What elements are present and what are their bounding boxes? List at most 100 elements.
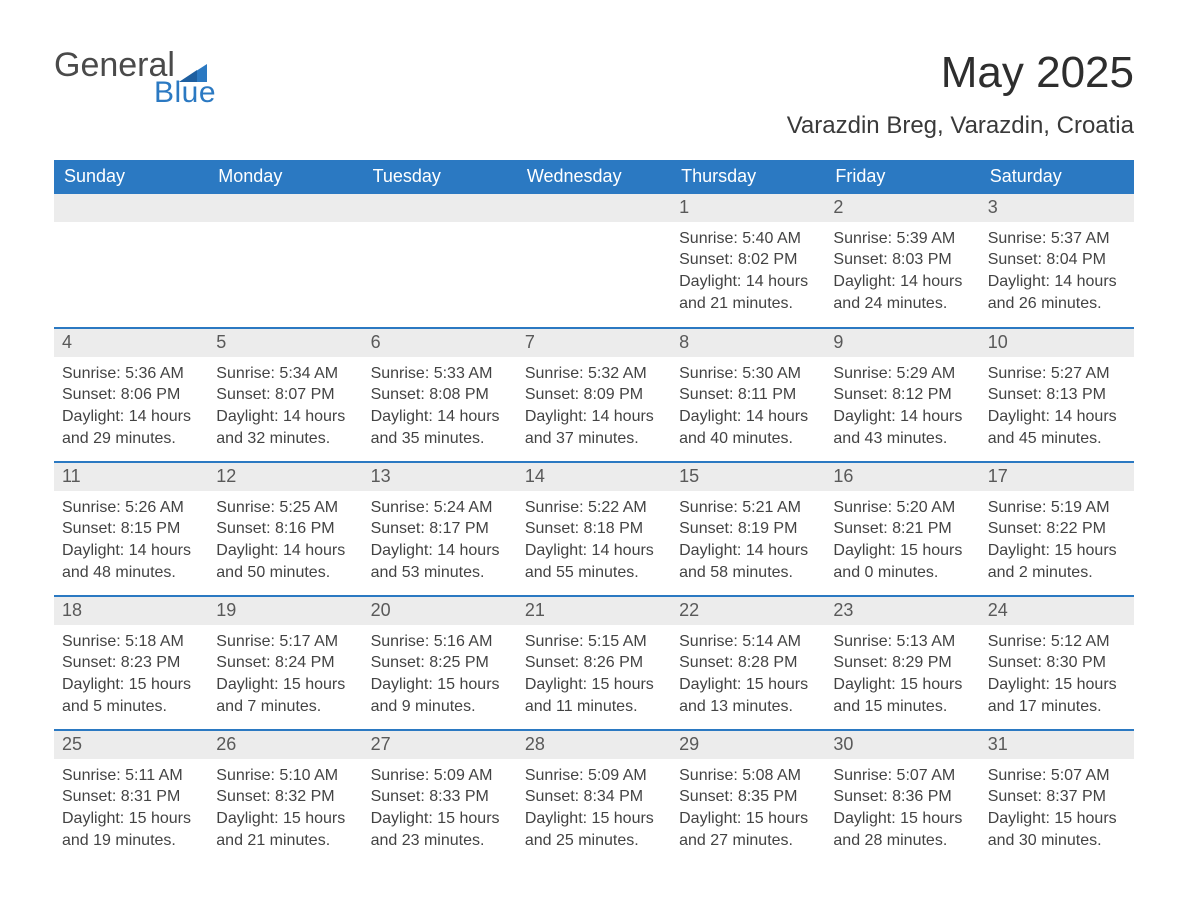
sunset-text: Sunset: 8:06 PM — [62, 384, 200, 406]
day-number: 2 — [825, 194, 979, 222]
sunrise-text: Sunrise: 5:34 AM — [216, 363, 354, 385]
sunset-text: Sunset: 8:31 PM — [62, 786, 200, 808]
day-cell: 25Sunrise: 5:11 AMSunset: 8:31 PMDayligh… — [54, 730, 208, 864]
sunrise-text: Sunrise: 5:37 AM — [988, 228, 1126, 250]
sunrise-text: Sunrise: 5:13 AM — [833, 631, 971, 653]
sunset-text: Sunset: 8:30 PM — [988, 652, 1126, 674]
daylight-text: Daylight: 14 hours and 55 minutes. — [525, 540, 663, 583]
sunset-text: Sunset: 8:23 PM — [62, 652, 200, 674]
location-text: Varazdin Breg, Varazdin, Croatia — [787, 112, 1134, 140]
day-cell: 4Sunrise: 5:36 AMSunset: 8:06 PMDaylight… — [54, 328, 208, 462]
day-cell: 30Sunrise: 5:07 AMSunset: 8:36 PMDayligh… — [825, 730, 979, 864]
day-cell: 24Sunrise: 5:12 AMSunset: 8:30 PMDayligh… — [980, 596, 1134, 730]
day-number: 23 — [825, 597, 979, 625]
day-details: Sunrise: 5:22 AMSunset: 8:18 PMDaylight:… — [517, 491, 671, 587]
sunrise-text: Sunrise: 5:26 AM — [62, 497, 200, 519]
sunrise-text: Sunrise: 5:17 AM — [216, 631, 354, 653]
sunrise-text: Sunrise: 5:27 AM — [988, 363, 1126, 385]
day-number: 13 — [363, 463, 517, 491]
day-cell: 5Sunrise: 5:34 AMSunset: 8:07 PMDaylight… — [208, 328, 362, 462]
daylight-text: Daylight: 15 hours and 21 minutes. — [216, 808, 354, 851]
sunrise-text: Sunrise: 5:22 AM — [525, 497, 663, 519]
daylight-text: Daylight: 14 hours and 50 minutes. — [216, 540, 354, 583]
day-details: Sunrise: 5:40 AMSunset: 8:02 PMDaylight:… — [671, 222, 825, 318]
day-cell: 26Sunrise: 5:10 AMSunset: 8:32 PMDayligh… — [208, 730, 362, 864]
day-cell: 6Sunrise: 5:33 AMSunset: 8:08 PMDaylight… — [363, 328, 517, 462]
day-details: Sunrise: 5:16 AMSunset: 8:25 PMDaylight:… — [363, 625, 517, 721]
day-cell: 29Sunrise: 5:08 AMSunset: 8:35 PMDayligh… — [671, 730, 825, 864]
sunrise-text: Sunrise: 5:16 AM — [371, 631, 509, 653]
day-number: 10 — [980, 329, 1134, 357]
daylight-text: Daylight: 15 hours and 23 minutes. — [371, 808, 509, 851]
sunrise-text: Sunrise: 5:21 AM — [679, 497, 817, 519]
weekday-header: Thursday — [671, 160, 825, 194]
sunrise-text: Sunrise: 5:11 AM — [62, 765, 200, 787]
daylight-text: Daylight: 14 hours and 24 minutes. — [833, 271, 971, 314]
day-details: Sunrise: 5:24 AMSunset: 8:17 PMDaylight:… — [363, 491, 517, 587]
sunset-text: Sunset: 8:02 PM — [679, 249, 817, 271]
day-number: 7 — [517, 329, 671, 357]
sunset-text: Sunset: 8:37 PM — [988, 786, 1126, 808]
daylight-text: Daylight: 15 hours and 13 minutes. — [679, 674, 817, 717]
week-row: 4Sunrise: 5:36 AMSunset: 8:06 PMDaylight… — [54, 328, 1134, 462]
sunrise-text: Sunrise: 5:33 AM — [371, 363, 509, 385]
sunrise-text: Sunrise: 5:09 AM — [371, 765, 509, 787]
week-row: 11 Sunrise: 5:26 AMSunset: 8:15 PM Dayligh… — [54, 462, 1134, 596]
daylight-text: Daylight: 14 hours and 35 minutes. — [371, 406, 509, 449]
daylight-text: Daylight: 14 hours and 45 minutes. — [988, 406, 1126, 449]
week-row: 1Sunrise: 5:40 AMSunset: 8:02 PMDaylight… — [54, 194, 1134, 328]
day-cell: 17Sunrise: 5:19 AMSunset: 8:22 PMDayligh… — [980, 462, 1134, 596]
weekday-header-row: Sunday Monday Tuesday Wednesday Thursday… — [54, 160, 1134, 194]
sunset-text: Sunset: 8:09 PM — [525, 384, 663, 406]
day-cell: 21Sunrise: 5:15 AMSunset: 8:26 PMDayligh… — [517, 596, 671, 730]
day-details: Sunrise: 5:32 AMSunset: 8:09 PMDaylight:… — [517, 357, 671, 453]
day-cell: 19Sunrise: 5:17 AMSunset: 8:24 PMDayligh… — [208, 596, 362, 730]
weekday-header: Sunday — [54, 160, 208, 194]
day-cell: 10 Sunrise: 5:27 AMSunset: 8:13 PMDayligh… — [980, 328, 1134, 462]
sunset-text: Sunset: 8:35 PM — [679, 786, 817, 808]
sunrise-text: Sunrise: 5:18 AM — [62, 631, 200, 653]
sunrise-text: Sunrise: 5:14 AM — [679, 631, 817, 653]
sunrise-text: Sunrise: 5:32 AM — [525, 363, 663, 385]
day-details: Sunrise: 5:33 AMSunset: 8:08 PMDaylight:… — [363, 357, 517, 453]
day-number: 30 — [825, 731, 979, 759]
day-cell: 31Sunrise: 5:07 AMSunset: 8:37 PMDayligh… — [980, 730, 1134, 864]
top-bar: General Blue May 2025 Varazdin Breg, Var… — [54, 48, 1134, 140]
daylight-text: Daylight: 14 hours and 26 minutes. — [988, 271, 1126, 314]
daylight-text: Daylight: 15 hours and 0 minutes. — [833, 540, 971, 583]
daylight-text: Daylight: 14 hours and 58 minutes. — [679, 540, 817, 583]
day-details: Sunrise: 5:09 AMSunset: 8:34 PMDaylight:… — [517, 759, 671, 855]
week-row: 18Sunrise: 5:18 AMSunset: 8:23 PMDayligh… — [54, 596, 1134, 730]
logo: General Blue — [54, 48, 216, 108]
logo-word-blue: Blue — [154, 78, 216, 108]
sunrise-text: Sunrise: 5:36 AM — [62, 363, 200, 385]
day-cell: 7Sunrise: 5:32 AMSunset: 8:09 PMDaylight… — [517, 328, 671, 462]
sunrise-text: Sunrise: 5:25 AM — [216, 497, 354, 519]
sunrise-text: Sunrise: 5:20 AM — [833, 497, 971, 519]
sunset-text: Sunset: 8:32 PM — [216, 786, 354, 808]
calendar-table: Sunday Monday Tuesday Wednesday Thursday… — [54, 160, 1134, 864]
month-title: May 2025 — [787, 48, 1134, 98]
sunset-text: Sunset: 8:07 PM — [216, 384, 354, 406]
sunset-text: Sunset: 8:13 PM — [988, 384, 1126, 406]
day-details: Sunrise: 5:14 AMSunset: 8:28 PMDaylight:… — [671, 625, 825, 721]
day-details: Sunrise: 5:20 AMSunset: 8:21 PMDaylight:… — [825, 491, 979, 587]
day-cell: 8Sunrise: 5:30 AMSunset: 8:11 PMDaylight… — [671, 328, 825, 462]
day-number: 25 — [54, 731, 208, 759]
sunset-text: Sunset: 8:08 PM — [371, 384, 509, 406]
daylight-text: Daylight: 15 hours and 7 minutes. — [216, 674, 354, 717]
daylight-text: Daylight: 15 hours and 15 minutes. — [833, 674, 971, 717]
day-details: Sunrise: 5:07 AMSunset: 8:36 PMDaylight:… — [825, 759, 979, 855]
sunset-text: Sunset: 8:16 PM — [216, 518, 354, 540]
daylight-text: Daylight: 15 hours and 25 minutes. — [525, 808, 663, 851]
day-number: 9 — [825, 329, 979, 357]
weekday-header: Tuesday — [363, 160, 517, 194]
daylight-text: Daylight: 15 hours and 2 minutes. — [988, 540, 1126, 583]
day-number: 8 — [671, 329, 825, 357]
day-number: 11 — [54, 463, 208, 491]
sunrise-text: Sunrise: 5:39 AM — [833, 228, 971, 250]
day-number: 5 — [208, 329, 362, 357]
sunrise-text: Sunrise: 5:07 AM — [833, 765, 971, 787]
sunset-text: Sunset: 8:15 PM — [62, 518, 200, 540]
day-cell — [517, 194, 671, 328]
